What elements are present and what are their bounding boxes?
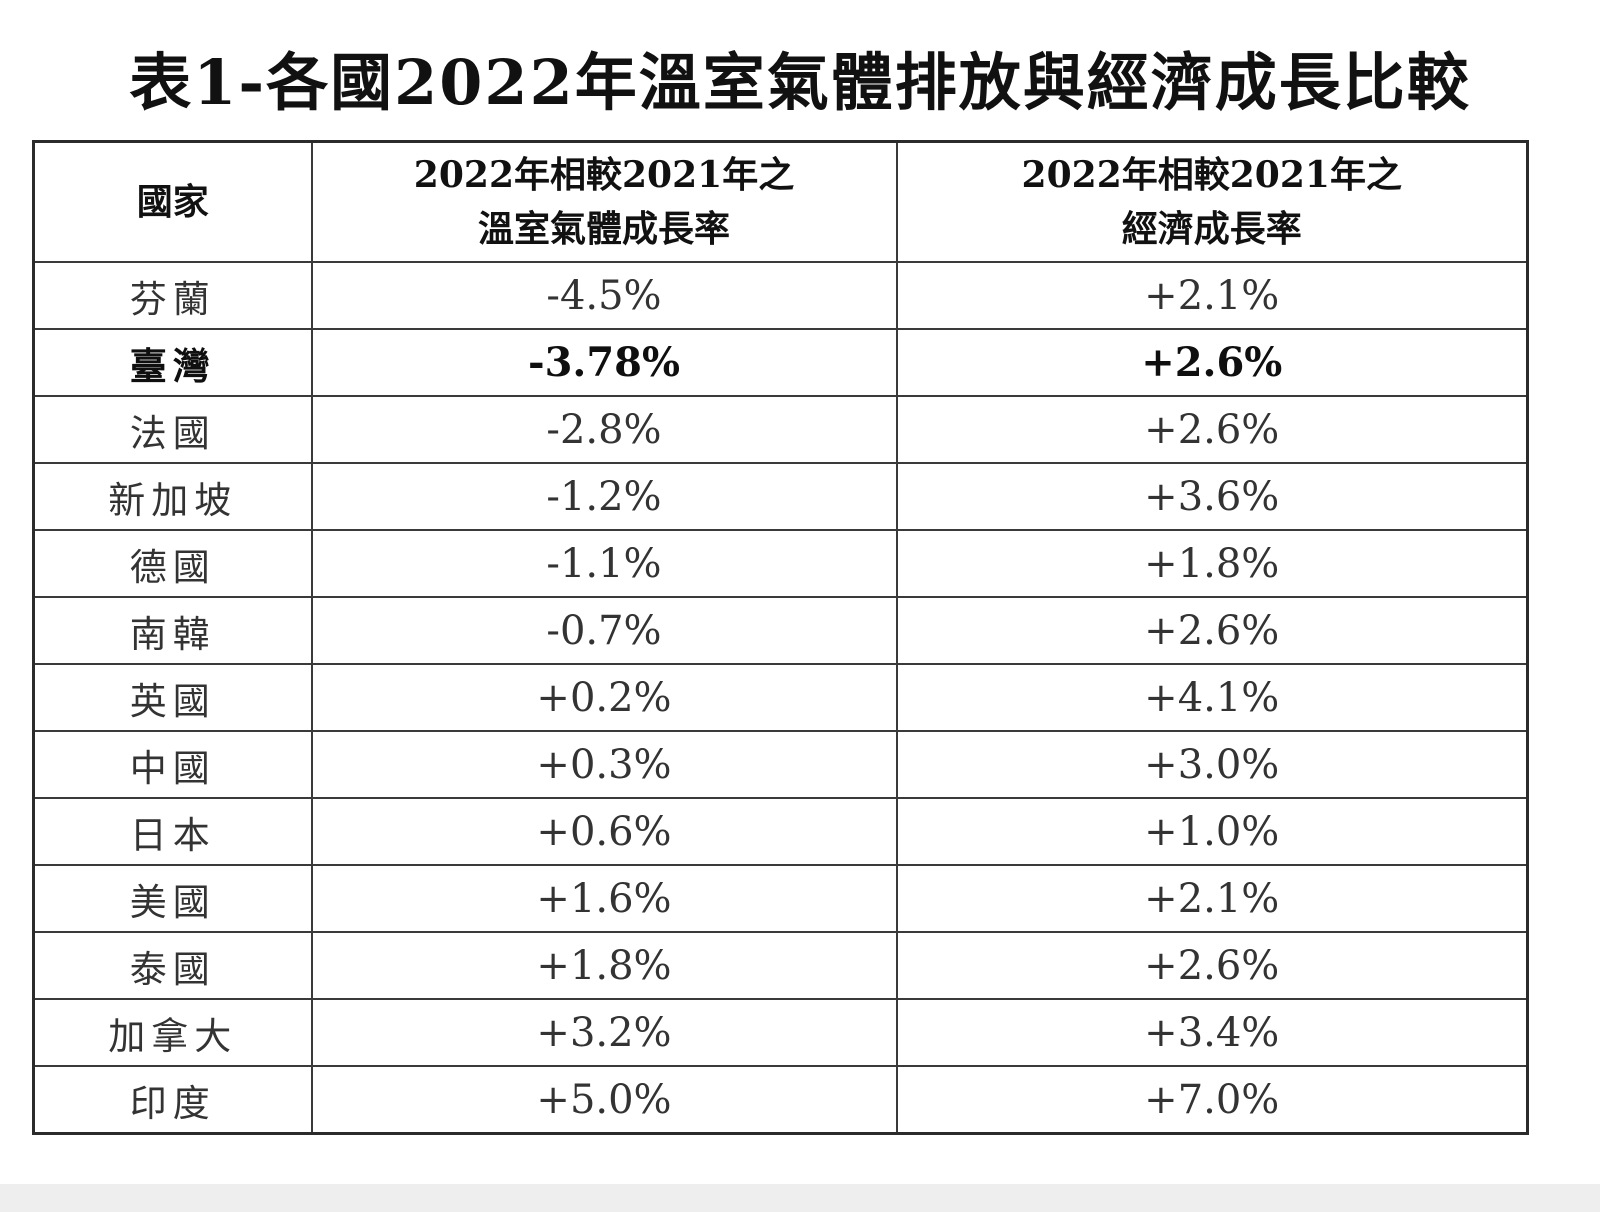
country-cell: 南韓 [32, 596, 313, 665]
header-row: 國家 2022年相較2021年之 溫室氣體成長率 2022年相較2021年之 經… [32, 140, 1529, 263]
table-row: 臺灣 -3.78% +2.6% [32, 328, 1529, 397]
econ-growth-cell: +2.1% [895, 261, 1529, 330]
table-row: 加拿大 +3.2% +3.4% [32, 998, 1529, 1067]
econ-growth-cell: +2.6% [895, 596, 1529, 665]
ghg-growth-cell: +1.6% [310, 864, 898, 933]
table-row: 法國 -2.8% +2.6% [32, 395, 1529, 464]
country-cell: 新加坡 [32, 462, 313, 531]
table-row: 美國 +1.6% +2.1% [32, 864, 1529, 933]
econ-growth-cell: +3.6% [895, 462, 1529, 531]
header-ghg-growth: 2022年相較2021年之 溫室氣體成長率 [310, 140, 898, 263]
ghg-growth-cell: -1.2% [310, 462, 898, 531]
country-cell: 中國 [32, 730, 313, 799]
econ-growth-cell: +2.6% [895, 395, 1529, 464]
table-row: 印度 +5.0% +7.0% [32, 1065, 1529, 1135]
table-row: 德國 -1.1% +1.8% [32, 529, 1529, 598]
table-row: 日本 +0.6% +1.0% [32, 797, 1529, 866]
header-country: 國家 [32, 140, 313, 263]
ghg-growth-cell: +0.6% [310, 797, 898, 866]
country-cell: 德國 [32, 529, 313, 598]
country-cell: 法國 [32, 395, 313, 464]
table-row: 英國 +0.2% +4.1% [32, 663, 1529, 732]
table-body: 芬蘭 -4.5% +2.1% 臺灣 -3.78% +2.6% 法國 -2.8% +2.6% 新加坡… [32, 261, 1529, 1135]
header-ghg-line-1: 2022年相較2021年之 [413, 154, 795, 196]
bottom-strip [0, 1184, 1600, 1212]
ghg-growth-cell: -3.78% [310, 328, 898, 397]
ghg-growth-cell: -1.1% [310, 529, 898, 598]
table-row: 南韓 -0.7% +2.6% [32, 596, 1529, 665]
table-row: 泰國 +1.8% +2.6% [32, 931, 1529, 1000]
econ-growth-cell: +2.6% [895, 931, 1529, 1000]
ghg-growth-cell: +5.0% [310, 1065, 898, 1135]
econ-growth-cell: +3.0% [895, 730, 1529, 799]
ghg-growth-cell: +1.8% [310, 931, 898, 1000]
econ-growth-cell: +7.0% [895, 1065, 1529, 1135]
header-country-label: 國家 [136, 181, 209, 223]
ghg-growth-cell: -0.7% [310, 596, 898, 665]
country-cell: 臺灣 [32, 328, 313, 397]
country-cell: 泰國 [32, 931, 313, 1000]
econ-growth-cell: +2.6% [895, 328, 1529, 397]
header-econ-line-2: 經濟成長率 [1121, 208, 1302, 250]
econ-growth-cell: +1.8% [895, 529, 1529, 598]
header-econ-line-1: 2022年相較2021年之 [1021, 154, 1402, 196]
table-row: 芬蘭 -4.5% +2.1% [32, 261, 1529, 330]
country-cell: 日本 [32, 797, 313, 866]
ghg-growth-cell: +0.3% [310, 730, 898, 799]
country-cell: 芬蘭 [32, 261, 313, 330]
table-title: 表1-各國2022年溫室氣體排放與經濟成長比較 [129, 46, 1471, 119]
table-row: 新加坡 -1.2% +3.6% [32, 462, 1529, 531]
country-cell: 美國 [32, 864, 313, 933]
econ-growth-cell: +4.1% [895, 663, 1529, 732]
econ-growth-cell: +1.0% [895, 797, 1529, 866]
header-econ-growth: 2022年相較2021年之 經濟成長率 [895, 140, 1529, 263]
ghg-growth-cell: -2.8% [310, 395, 898, 464]
header-ghg-line-2: 溫室氣體成長率 [477, 208, 730, 250]
ghg-growth-cell: -4.5% [310, 261, 898, 330]
country-cell: 英國 [32, 663, 313, 732]
econ-growth-cell: +3.4% [895, 998, 1529, 1067]
econ-growth-cell: +2.1% [895, 864, 1529, 933]
table-row: 中國 +0.3% +3.0% [32, 730, 1529, 799]
country-cell: 印度 [32, 1065, 313, 1135]
ghg-growth-cell: +3.2% [310, 998, 898, 1067]
comparison-table: 國家 2022年相較2021年之 溫室氣體成長率 2022年相較2021年之 經… [32, 140, 1529, 1135]
country-cell: 加拿大 [32, 998, 313, 1067]
ghg-growth-cell: +0.2% [310, 663, 898, 732]
